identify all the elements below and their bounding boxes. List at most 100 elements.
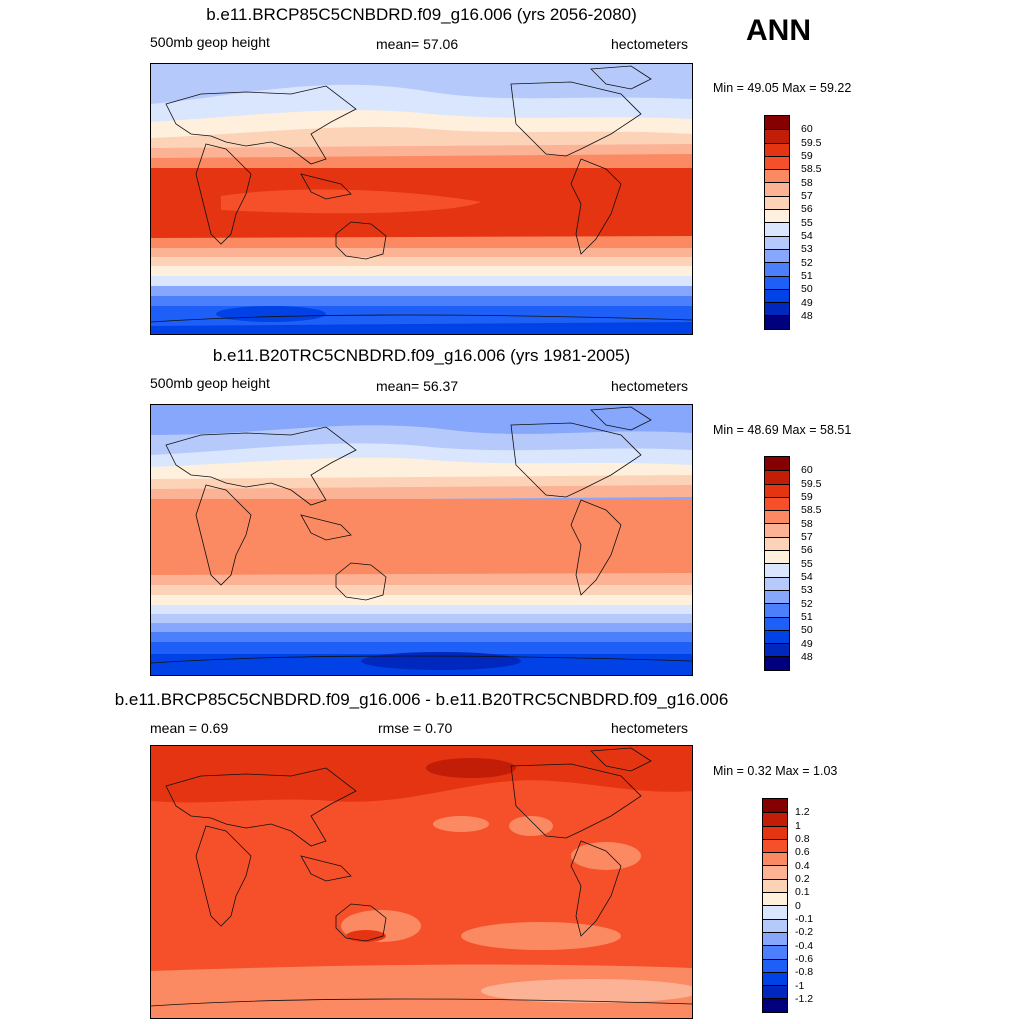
colorbar-swatch [765,142,789,156]
colorbar-swatch [765,182,789,196]
colorbar-label: 49 [801,297,813,309]
colorbar-swatch [765,550,789,564]
colorbar-label: 0 [795,900,801,912]
colorbar-label: 49 [801,638,813,650]
colorbar-swatch [765,523,789,537]
colorbar-label: 58 [801,177,813,189]
panel-3-contour-field [151,746,692,1018]
colorbar-label: 52 [801,257,813,269]
season-label: ANN [746,14,811,47]
colorbar-swatch [765,643,789,657]
panel-2-variable-label: 500mb geop height [150,375,270,391]
colorbar-swatch [763,852,787,866]
panel-3-map [150,745,693,1019]
colorbar-swatch [763,998,787,1012]
colorbar-label: 59.5 [801,137,822,149]
colorbar-swatch [765,235,789,249]
panel-3-minmax: Min = 0.32 Max = 1.03 [713,764,838,778]
colorbar-label: -1.2 [795,993,814,1005]
panel-1-colorbar [764,115,790,330]
colorbar-swatch [763,892,787,906]
colorbar-swatch [765,589,789,604]
colorbar-swatch [765,302,789,316]
colorbar-label: 53 [801,584,813,596]
panel-1-contour-field [151,64,692,334]
colorbar-swatch [765,483,789,497]
panel-2-mean-label: mean= 56.37 [376,378,459,394]
colorbar-swatch [765,248,789,263]
colorbar-swatch [763,931,787,946]
colorbar-swatch [765,195,789,210]
panel-2-title: b.e11.B20TRC5CNBDRD.f09_g16.006 (yrs 198… [212,346,631,365]
colorbar-swatch [765,129,789,143]
colorbar-label: 56 [801,203,813,215]
colorbar-swatch [765,616,789,630]
colorbar-label: 59 [801,491,813,503]
colorbar-swatch [765,470,789,484]
colorbar-label: 57 [801,531,813,543]
colorbar-label: -0.6 [795,953,814,965]
colorbar-label: 58.5 [801,163,822,175]
colorbar-label: 0.6 [795,846,810,858]
colorbar-label: 48 [801,310,813,322]
colorbar-swatch [763,812,787,826]
colorbar-label: 58 [801,518,813,530]
colorbar-label: 0.1 [795,886,810,898]
colorbar-swatch [765,656,789,670]
colorbar-swatch [765,169,789,183]
colorbar-swatch [765,275,789,289]
colorbar-swatch [765,536,789,551]
colorbar-label: 55 [801,558,813,570]
colorbar-label: 50 [801,624,813,636]
colorbar-label: 60 [801,464,813,476]
colorbar-swatch [765,603,789,617]
colorbar-label: 51 [801,270,813,282]
colorbar-swatch [765,510,789,524]
colorbar-swatch [765,315,789,329]
colorbar-swatch [765,155,789,170]
colorbar-label: 50 [801,283,813,295]
panel-1-minmax: Min = 49.05 Max = 59.22 [713,81,852,95]
colorbar-swatch [765,563,789,577]
panel-1-mean-label: mean= 57.06 [376,36,459,52]
panel-3-colorbar [762,798,788,1013]
colorbar-swatch [763,945,787,959]
colorbar-label: 51 [801,611,813,623]
colorbar-swatch [763,878,787,893]
colorbar-label: 59 [801,150,813,162]
colorbar-label: 59.5 [801,478,822,490]
colorbar-swatch [763,799,787,813]
colorbar-swatch [763,971,787,986]
colorbar-label: 0.8 [795,833,810,845]
colorbar-swatch [763,985,787,999]
colorbar-swatch [765,116,789,130]
colorbar-label: 60 [801,123,813,135]
panel-1-colorbar-labels: 60 59.5 59 58.5 58 57 56 55 54 53 52 51 … [801,115,841,328]
panel-3-mean-label: mean = 0.69 [150,720,229,736]
panel-2-colorbar-labels: 60 59.5 59 58.5 58 57 56 55 54 53 52 51 … [801,456,841,669]
colorbar-swatch [765,209,789,223]
colorbar-swatch [765,222,789,236]
colorbar-label: 1 [795,820,801,832]
colorbar-label: 0.4 [795,860,810,872]
colorbar-swatch [765,288,789,303]
panel-3-title: b.e11.BRCP85C5CNBDRD.f09_g16.006 - b.e11… [114,690,729,709]
colorbar-label: 0.2 [795,873,810,885]
panel-2-colorbar [764,456,790,671]
colorbar-label: 54 [801,230,813,242]
colorbar-label: 58.5 [801,504,822,516]
panel-1-map [150,63,693,335]
panel-2-minmax: Min = 48.69 Max = 58.51 [713,423,852,437]
colorbar-label: -1 [795,980,805,992]
colorbar-label: -0.2 [795,926,814,938]
colorbar-swatch [765,262,789,276]
colorbar-swatch [763,865,787,879]
panel-1-units-label: hectometers [611,36,689,52]
panel-1-title: b.e11.BRCP85C5CNBDRD.f09_g16.006 (yrs 20… [206,5,637,24]
colorbar-label: 56 [801,544,813,556]
colorbar-label: 53 [801,243,813,255]
colorbar-label: -0.8 [795,966,814,978]
colorbar-swatch [765,457,789,471]
colorbar-swatch [763,825,787,839]
panel-3-rmse-label: rmse = 0.70 [378,720,453,736]
